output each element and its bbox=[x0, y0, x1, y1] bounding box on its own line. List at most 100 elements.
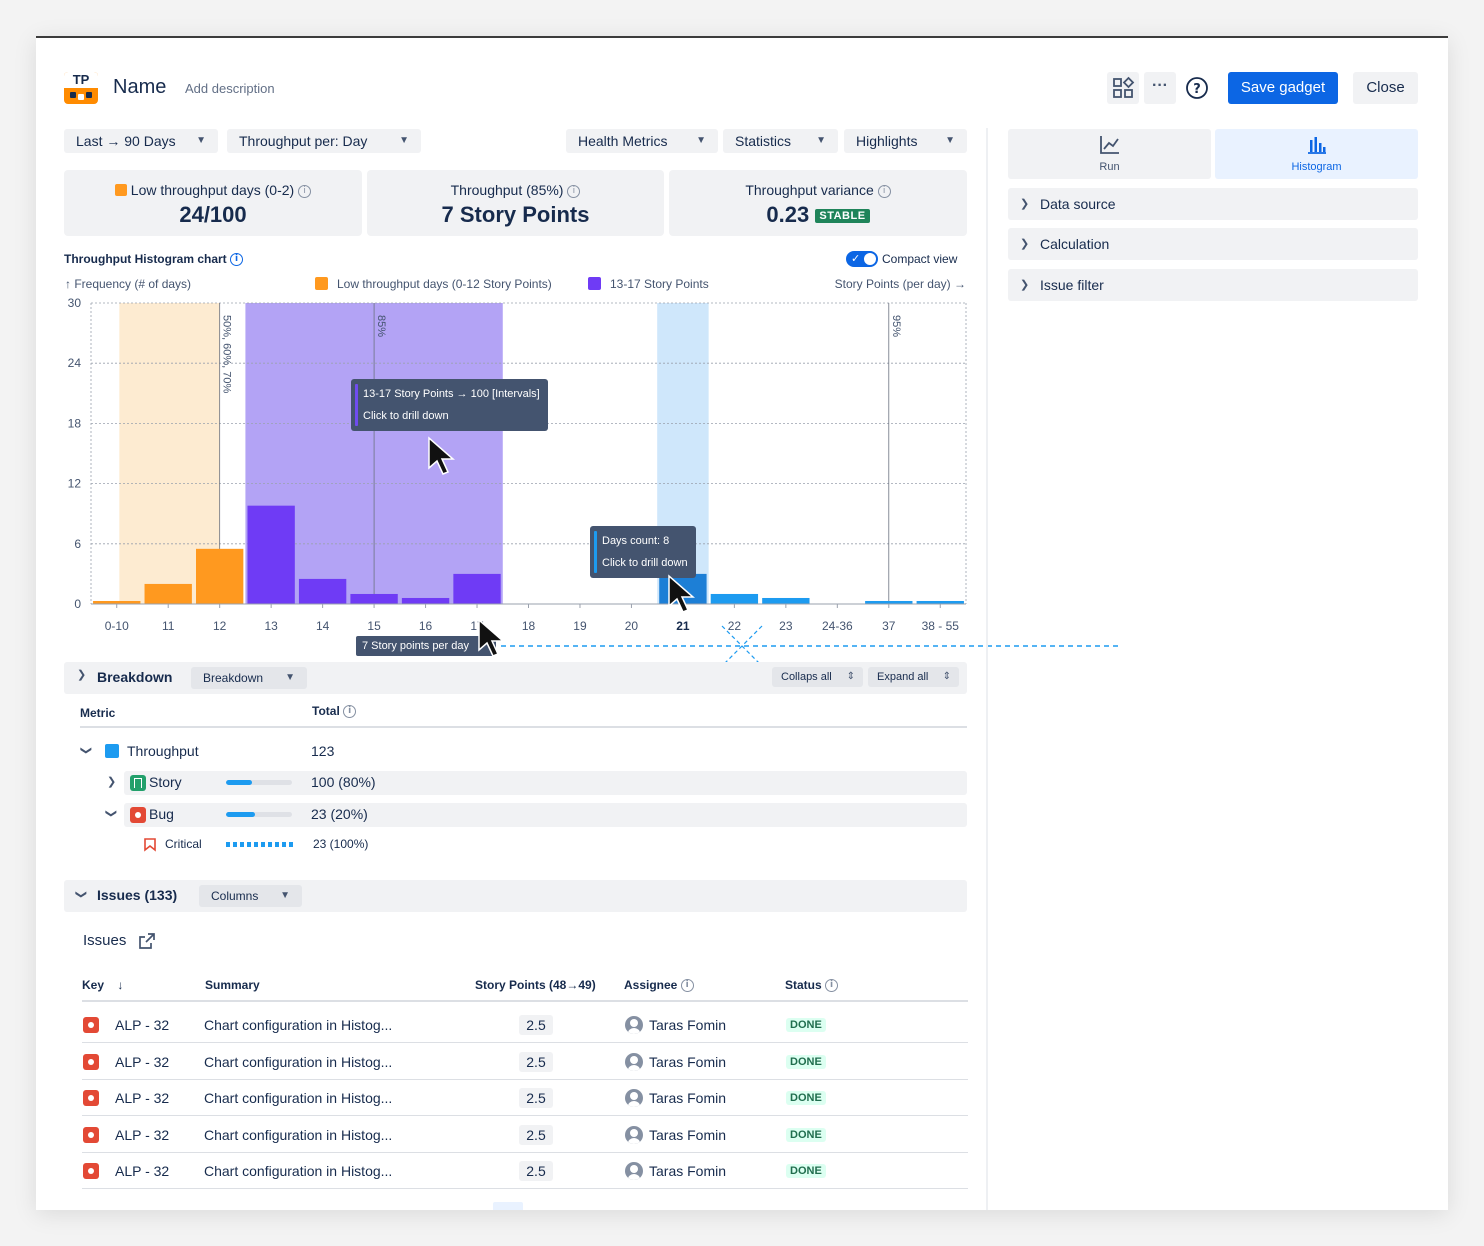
issue-key[interactable]: ALP - 32 bbox=[115, 1017, 170, 1033]
chart-title: Throughput Histogram chart bbox=[64, 252, 227, 266]
histogram-bar[interactable] bbox=[453, 573, 501, 604]
assignee-name[interactable]: Taras Fomin bbox=[649, 1163, 727, 1179]
scroll-indicator[interactable] bbox=[493, 1202, 523, 1210]
histogram-bar[interactable] bbox=[350, 593, 398, 604]
table-row[interactable]: ALP - 32 Chart configuration in Histog...… bbox=[36, 1122, 976, 1158]
col-assignee[interactable]: Assignee i bbox=[624, 978, 694, 993]
issue-summary[interactable]: Chart configuration in Histog... bbox=[204, 1017, 393, 1033]
section-data-source[interactable]: ❯ Data source bbox=[1008, 188, 1418, 220]
table-row[interactable]: ALP - 32 Chart configuration in Histog...… bbox=[36, 1085, 976, 1121]
info-icon[interactable]: i bbox=[567, 184, 581, 198]
histogram-bar[interactable] bbox=[144, 583, 192, 604]
table-row[interactable]: ALP - 32 Chart configuration in Histog...… bbox=[36, 1012, 976, 1048]
issue-summary[interactable]: Chart configuration in Histog... bbox=[204, 1163, 393, 1179]
chevron-right-icon[interactable]: ❯ bbox=[107, 776, 117, 788]
assignee-name[interactable]: Taras Fomin bbox=[649, 1017, 727, 1033]
bug-icon bbox=[83, 1017, 99, 1033]
external-link-icon[interactable] bbox=[136, 930, 158, 952]
issue-summary[interactable]: Chart configuration in Histog... bbox=[204, 1053, 393, 1070]
col-story-points[interactable]: Story Points (48→49) bbox=[475, 978, 596, 992]
info-icon[interactable]: i bbox=[343, 705, 357, 719]
histogram-bar[interactable] bbox=[298, 578, 347, 604]
statistics-dropdown[interactable]: Statistics ▼ bbox=[723, 129, 838, 153]
card-title: Throughput variance bbox=[745, 182, 874, 198]
breakdown-dropdown[interactable]: Breakdown ▼ bbox=[191, 667, 307, 689]
info-icon[interactable]: i bbox=[230, 253, 244, 267]
assignee-name[interactable]: Taras Fomin bbox=[649, 1090, 727, 1106]
chevron-down-icon[interactable]: ❯ bbox=[105, 808, 118, 819]
story-points-badge: 2.5 bbox=[519, 1051, 553, 1072]
histogram-chart[interactable]: 0 6 12 18 24 30 50%, 60%, 70% 85% 95% 0-10 11 12 13 1… bbox=[36, 268, 976, 658]
breakdown-row-value: 123 bbox=[311, 743, 335, 759]
histogram-bar[interactable] bbox=[401, 597, 450, 604]
info-icon[interactable]: i bbox=[298, 184, 312, 198]
histogram-bar[interactable] bbox=[762, 597, 810, 604]
assignee-name[interactable]: Taras Fomin bbox=[649, 1053, 727, 1070]
col-key[interactable]: Key ↓ bbox=[82, 978, 123, 992]
histogram-bar[interactable] bbox=[247, 505, 295, 604]
histogram-icon bbox=[1307, 137, 1326, 154]
period-label: Last → 90 Days bbox=[76, 133, 176, 149]
tab-run[interactable]: Run bbox=[1008, 129, 1211, 179]
page-title[interactable]: Name bbox=[113, 76, 167, 98]
histogram-bar[interactable] bbox=[916, 600, 964, 604]
breakdown-row-value: 100 (80%) bbox=[311, 774, 376, 790]
cursor-icon bbox=[428, 436, 455, 475]
legend-label: 13-17 Story Points bbox=[610, 277, 709, 291]
col-metric[interactable]: Metric bbox=[80, 706, 116, 720]
health-metrics-dropdown[interactable]: Health Metrics ▼ bbox=[566, 129, 718, 153]
col-summary[interactable]: Summary bbox=[205, 978, 260, 992]
col-total[interactable]: Total i bbox=[312, 704, 357, 719]
save-gadget-button[interactable]: Save gadget bbox=[1228, 72, 1338, 104]
issue-summary[interactable]: Chart configuration in Histog... bbox=[204, 1126, 393, 1143]
histogram-bar[interactable] bbox=[93, 600, 141, 604]
issues-title: Issues (133) bbox=[97, 887, 178, 903]
expand-all-button[interactable]: Expand all ⇕ bbox=[868, 667, 959, 687]
x-tick-label: 20 bbox=[625, 619, 639, 633]
row-divider bbox=[82, 1078, 968, 1080]
add-description-link[interactable]: Add description bbox=[185, 81, 275, 96]
histogram-bar[interactable] bbox=[865, 600, 913, 604]
tab-histogram[interactable]: Histogram bbox=[1215, 129, 1418, 179]
highlights-dropdown[interactable]: Highlights ▼ bbox=[844, 129, 967, 153]
assignee-name[interactable]: Taras Fomin bbox=[649, 1126, 727, 1143]
layout-icon[interactable] bbox=[1107, 72, 1139, 104]
close-button[interactable]: Close bbox=[1353, 72, 1418, 104]
header-divider bbox=[80, 726, 967, 728]
info-icon[interactable]: i bbox=[680, 979, 694, 993]
issue-key[interactable]: ALP - 32 bbox=[115, 1090, 170, 1106]
x-tick-label: 11 bbox=[162, 619, 175, 633]
throughput-per-dropdown[interactable]: Throughput per: Day ▼ bbox=[227, 129, 421, 153]
issue-summary[interactable]: Chart configuration in Histog... bbox=[204, 1090, 393, 1106]
info-icon[interactable]: i bbox=[825, 979, 839, 993]
col-status[interactable]: Status i bbox=[785, 978, 839, 993]
issue-key[interactable]: ALP - 32 bbox=[115, 1163, 170, 1179]
section-calculation[interactable]: ❯ Calculation bbox=[1008, 228, 1418, 260]
x-axis-label: Story Points (per day) → bbox=[835, 277, 966, 291]
issue-key[interactable]: ALP - 32 bbox=[115, 1053, 170, 1070]
throughput-variance-card[interactable]: Throughput variance i 0.23 STABLE bbox=[669, 170, 967, 236]
story-points-badge: 2.5 bbox=[519, 1015, 553, 1035]
period-dropdown[interactable]: Last → 90 Days ▼ bbox=[64, 129, 218, 153]
more-icon[interactable]: ··· bbox=[1144, 72, 1176, 104]
collapse-all-button[interactable]: Collaps all ⇕ bbox=[772, 667, 863, 687]
x-tick-label: 21 bbox=[676, 619, 690, 633]
section-issue-filter[interactable]: ❯ Issue filter bbox=[1008, 269, 1418, 301]
table-row[interactable]: ALP - 32 Chart configuration in Histog...… bbox=[36, 1049, 976, 1085]
columns-dropdown[interactable]: Columns ▼ bbox=[199, 885, 302, 907]
info-icon[interactable]: i bbox=[877, 184, 891, 198]
stable-badge: STABLE bbox=[815, 209, 870, 223]
breakdown-expand-toggle[interactable]: ❯ bbox=[77, 669, 87, 681]
chevron-down-icon[interactable]: ❯ bbox=[75, 889, 88, 900]
compact-view-toggle[interactable]: ✓ bbox=[846, 251, 878, 267]
throughput-85-card[interactable]: Throughput (85%) i 7 Story Points bbox=[367, 170, 664, 236]
chevron-down-icon[interactable]: ❯ bbox=[80, 745, 93, 756]
col-total-label: Total bbox=[312, 704, 340, 718]
histogram-bar[interactable] bbox=[710, 593, 759, 604]
low-throughput-card[interactable]: Low throughput days (0-2) i 24/100 bbox=[64, 170, 362, 236]
table-row[interactable]: ALP - 32 Chart configuration in Histog...… bbox=[36, 1158, 976, 1194]
chevron-down-icon: ▼ bbox=[280, 890, 290, 901]
histogram-bar[interactable] bbox=[196, 548, 244, 604]
help-icon[interactable]: ? bbox=[1181, 72, 1213, 104]
issue-key[interactable]: ALP - 32 bbox=[115, 1126, 170, 1143]
